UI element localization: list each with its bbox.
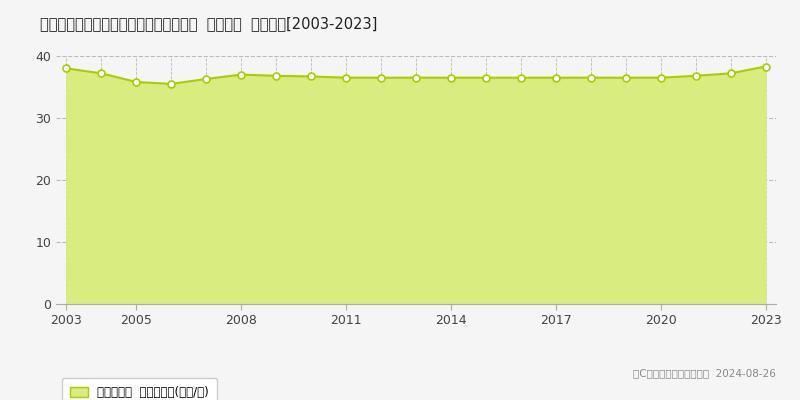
- Text: 愛知県豊橋市つつじが丘３丁目９番４外  基準地価  地価推移[2003-2023]: 愛知県豊橋市つつじが丘３丁目９番４外 基準地価 地価推移[2003-2023]: [40, 16, 378, 31]
- Text: （C）土地価格ドットコム  2024-08-26: （C）土地価格ドットコム 2024-08-26: [633, 368, 776, 378]
- Legend: 基準地価格  平均坪単価(万円/坪): 基準地価格 平均坪単価(万円/坪): [62, 378, 218, 400]
